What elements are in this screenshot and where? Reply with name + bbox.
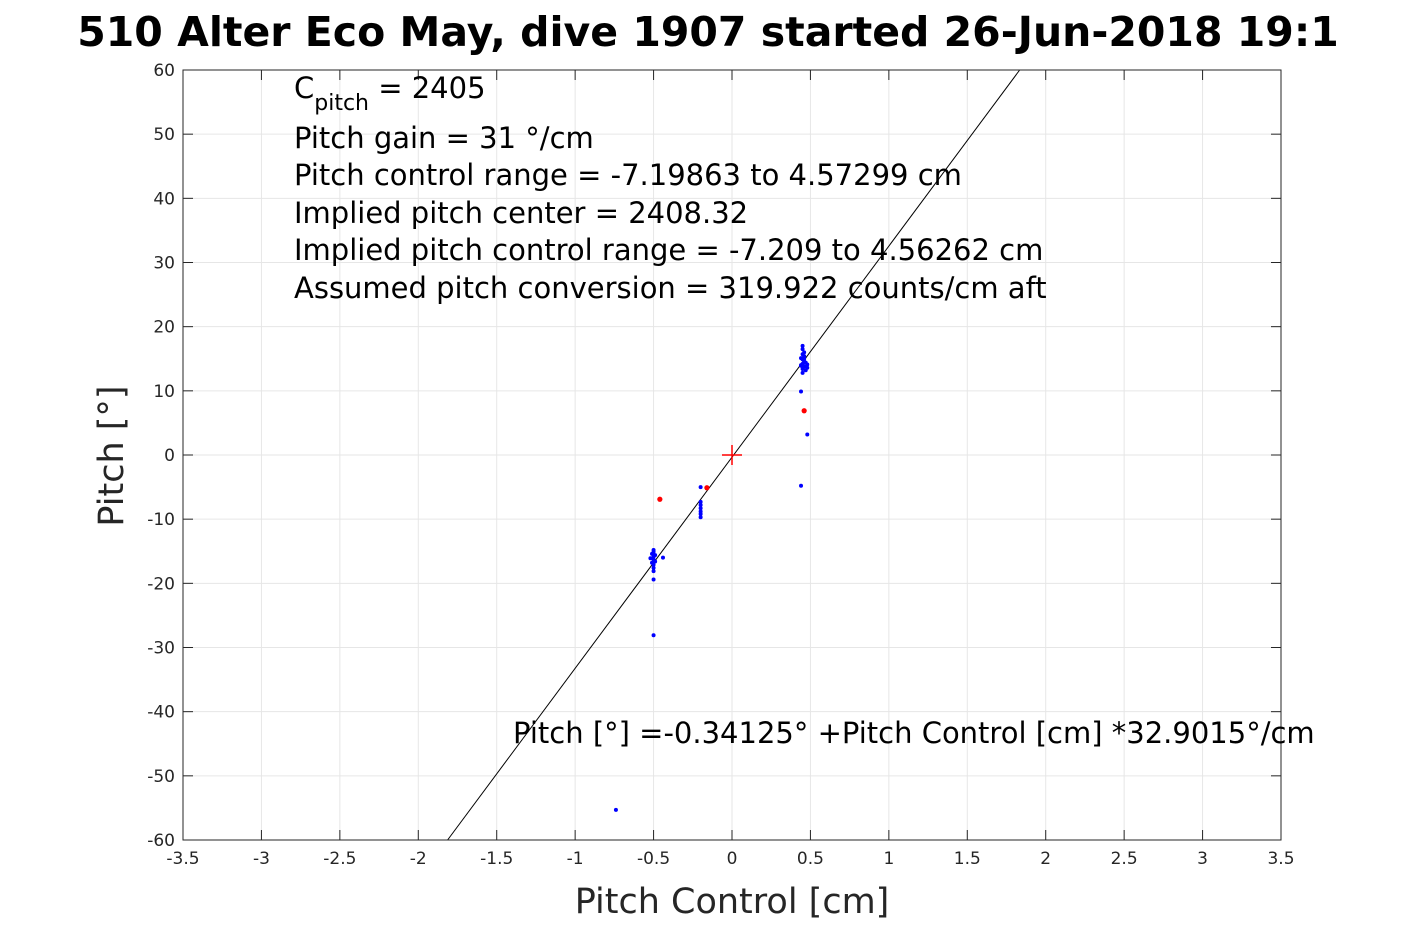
blue-data-point xyxy=(800,370,805,375)
blue-data-point xyxy=(653,559,658,564)
blue-data-point xyxy=(698,512,703,517)
blue-data-point xyxy=(805,432,810,437)
implied-pitch-center-annotation: Implied pitch center = 2408.32 xyxy=(294,196,748,230)
x-tick-label: -2 xyxy=(410,849,427,869)
x-tick-label: -0.5 xyxy=(637,849,670,869)
blue-data-point xyxy=(660,555,665,560)
y-tick-label: 30 xyxy=(153,254,175,274)
blue-data-point xyxy=(800,367,805,372)
ticks: -3.5 -3 -2.5 -2 -1.5 -1 -0.5 0 0.5 1 1.5 2 2.5 3 3.5 -6… xyxy=(147,61,1294,869)
grid xyxy=(182,69,1282,841)
y-tick-label: -50 xyxy=(147,767,175,787)
blue-data-point xyxy=(651,633,656,638)
y-tick-label: -40 xyxy=(147,703,175,723)
blue-data-point xyxy=(799,363,804,368)
c-pitch-letter: C xyxy=(294,71,314,105)
x-tick-label: -3.5 xyxy=(166,849,199,869)
blue-data-point xyxy=(800,343,805,348)
annotation-block: Cpitch = 2405 Pitch gain = 31 °/cm Pitch… xyxy=(294,71,1047,305)
x-tick-label: 1 xyxy=(883,849,894,869)
blue-data-point xyxy=(651,577,656,582)
pitch-control-range-annotation: Pitch control range = -7.19863 to 4.5729… xyxy=(294,158,962,192)
blue-data-point xyxy=(799,389,804,394)
y-tick-label: -10 xyxy=(147,510,175,530)
y-tick-label: 20 xyxy=(153,318,175,338)
y-tick-label: 60 xyxy=(153,61,175,81)
x-tick-label: 2 xyxy=(1040,849,1051,869)
x-tick-label: 3 xyxy=(1197,849,1208,869)
blue-data-point xyxy=(651,565,656,570)
y-tick-label: -30 xyxy=(147,639,175,659)
blue-data-point xyxy=(613,807,618,812)
data-points xyxy=(613,343,810,812)
y-tick-label: 10 xyxy=(153,382,175,402)
c-pitch-value: = 2405 xyxy=(369,71,486,105)
blue-data-point xyxy=(698,499,703,504)
x-tick-label: 2.5 xyxy=(1111,849,1138,869)
x-tick-label: -1.5 xyxy=(480,849,513,869)
red-data-point xyxy=(704,485,710,491)
pitch-conversion-annotation: Assumed pitch conversion = 319.922 count… xyxy=(294,271,1047,305)
pitch-gain-annotation: Pitch gain = 31 °/cm xyxy=(294,121,594,155)
x-tick-label: 1.5 xyxy=(954,849,981,869)
blue-data-point xyxy=(799,483,804,488)
x-tick-label: 0.5 xyxy=(797,849,824,869)
center-marker-group xyxy=(722,445,742,465)
c-pitch-subscript: pitch xyxy=(314,91,369,116)
blue-data-point xyxy=(698,515,703,520)
blue-data-point xyxy=(800,347,805,352)
blue-data-point xyxy=(698,506,703,511)
chart-title: 510 Alter Eco May, dive 1907 started 26-… xyxy=(77,8,1339,56)
blue-data-point xyxy=(802,356,807,361)
x-tick-label: 3.5 xyxy=(1267,849,1294,869)
blue-data-point xyxy=(698,485,703,490)
fit-equation-annotation: Pitch [°] =-0.34125° +Pitch Control [cm]… xyxy=(513,716,1315,750)
blue-data-point xyxy=(651,569,656,574)
blue-data-point xyxy=(698,503,703,508)
y-tick-label: -20 xyxy=(147,574,175,594)
implied-range-annotation: Implied pitch control range = -7.209 to … xyxy=(294,233,1043,267)
x-tick-label: 0 xyxy=(727,849,738,869)
blue-data-point xyxy=(803,368,808,373)
blue-data-point xyxy=(805,362,810,367)
y-tick-label: 0 xyxy=(164,446,175,466)
red-data-point xyxy=(657,496,663,502)
y-tick-label: -60 xyxy=(147,831,175,851)
blue-data-point xyxy=(648,556,653,561)
blue-data-point xyxy=(650,551,655,556)
y-tick-label: 40 xyxy=(153,189,175,209)
c-pitch-annotation: Cpitch = 2405 xyxy=(294,71,486,116)
x-tick-label: -2.5 xyxy=(323,849,356,869)
x-tick-label: -1 xyxy=(567,849,584,869)
x-axis-label: Pitch Control [cm] xyxy=(575,882,890,922)
blue-data-point xyxy=(651,562,656,567)
y-tick-label: 50 xyxy=(153,125,175,145)
x-tick-label: -3 xyxy=(253,849,270,869)
y-axis-label: Pitch [°] xyxy=(92,385,132,526)
red-data-point xyxy=(801,408,807,414)
